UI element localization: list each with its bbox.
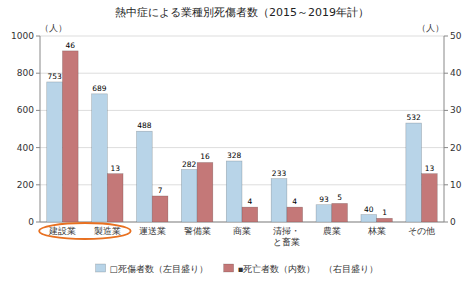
y2-tick-label: 50 (450, 31, 462, 41)
y-tick (36, 110, 40, 111)
data-label: 4 (247, 197, 252, 206)
bar (422, 174, 438, 222)
x-tick-label-line: 清掃・ (273, 226, 300, 236)
y-tick (36, 36, 40, 37)
chart: 熱中症による業種別死傷者数（2015～2019年計）（人）（人）02004006… (0, 0, 474, 291)
data-label: 5 (337, 193, 342, 202)
y2-axis-line (444, 36, 445, 222)
y-tick (36, 147, 40, 148)
data-label: 488 (137, 121, 152, 130)
y-axis-line (40, 36, 41, 222)
bar (406, 123, 422, 222)
y2-tick-label: 40 (450, 68, 462, 78)
data-label: 93 (319, 195, 329, 204)
data-label: 689 (92, 84, 107, 93)
title: 熱中症による業種別死傷者数（2015～2019年計） (115, 6, 369, 19)
bar (181, 170, 197, 222)
data-label: 233 (272, 169, 287, 178)
y-tick (36, 184, 40, 185)
bar (137, 131, 153, 222)
legend-label: ▪死亡者数（内数） （右目盛り） (238, 264, 379, 274)
x-tick-label: 農業 (323, 226, 341, 236)
legend-item: ▪死亡者数（内数） （右目盛り） (224, 264, 379, 274)
legend-item: □死傷者数（左目盛り） (96, 264, 208, 274)
x-tick-label-line: その他 (408, 226, 435, 236)
x-tick-label-line: 農業 (323, 226, 341, 236)
bar (271, 179, 287, 222)
y2-axis-label: （人） (417, 23, 444, 33)
y2-tick (444, 110, 448, 111)
data-label: 4 (292, 197, 297, 206)
y2-tick-label: 10 (450, 180, 462, 190)
x-tick-label-line: と畜業 (273, 237, 300, 247)
data-label: 40 (364, 205, 374, 214)
data-label: 46 (66, 41, 76, 50)
x-tick-label: 製造業 (94, 226, 121, 236)
y-tick-label: 800 (17, 68, 34, 78)
bar (377, 218, 393, 222)
data-label: 13 (425, 164, 435, 173)
x-tick-label-line: 建設業 (48, 226, 76, 236)
data-label: 1 (382, 208, 387, 217)
y-tick-label: 1000 (11, 31, 34, 41)
data-label: 532 (407, 113, 422, 122)
x-tick-label-line: 運送業 (139, 226, 166, 236)
data-label: 753 (47, 72, 62, 81)
data-label: 16 (200, 152, 210, 161)
legend-label: □死傷者数（左目盛り） (110, 264, 208, 274)
data-label: 282 (182, 160, 197, 169)
x-tick-label: 林業 (367, 226, 386, 236)
y2-tick-label: 20 (450, 143, 462, 153)
y2-tick (444, 36, 448, 37)
x-tick-label: 商業 (233, 226, 251, 236)
bar (197, 162, 213, 222)
bar (47, 82, 63, 222)
y-tick-label: 400 (17, 143, 34, 153)
x-tick-label-line: 警備業 (184, 226, 211, 236)
bar (316, 205, 332, 222)
bar (361, 215, 377, 222)
x-tick-label: その他 (408, 226, 435, 236)
legend: □死傷者数（左目盛り） ▪死亡者数（内数） （右目盛り） (96, 264, 379, 274)
bar (92, 94, 108, 222)
y2-tick (444, 184, 448, 185)
data-label: 7 (158, 186, 163, 195)
axes: 0 200 400 600 800 1000 0 10 20 30 40 50 建設業 製造業 運送業 警備業… (11, 31, 462, 247)
legend-swatch (96, 264, 106, 272)
data-label: 13 (110, 164, 120, 173)
highlight-ellipse (39, 223, 131, 239)
y2-tick (444, 147, 448, 148)
bars (47, 51, 438, 222)
y-tick (36, 222, 40, 223)
y2-tick (444, 73, 448, 74)
grid (40, 36, 444, 222)
y-tick-label: 200 (17, 180, 34, 190)
bar (332, 203, 348, 222)
y2-tick-label: 30 (450, 105, 462, 115)
x-tick-label: 警備業 (184, 226, 211, 236)
x-tick-label: 建設業 (48, 226, 76, 236)
legend-swatch (224, 264, 234, 272)
x-tick-label-line: 林業 (367, 226, 386, 236)
x-tick-label: 運送業 (139, 226, 166, 236)
data-label: 328 (227, 151, 242, 160)
bar (62, 51, 78, 222)
bar (226, 161, 242, 222)
bar (107, 174, 123, 222)
y-axis-label: （人） (40, 23, 67, 33)
x-tick-label: 清掃・と畜業 (273, 226, 300, 247)
bar (152, 196, 168, 222)
bar (242, 207, 258, 222)
grid-line (40, 36, 444, 37)
y-tick-label: 600 (17, 105, 34, 115)
y2-tick (444, 222, 448, 223)
y2-tick-label: 0 (450, 217, 456, 227)
x-tick-label-line: 製造業 (94, 226, 121, 236)
y-tick (36, 73, 40, 74)
x-tick-label-line: 商業 (233, 226, 251, 236)
bar (287, 207, 303, 222)
grid-line (40, 73, 444, 74)
y-tick-label: 0 (28, 217, 34, 227)
data-labels: 753 689 488 282 328 233 93 40 532 46 13 7 16 4 4 5 1 13 (47, 41, 434, 217)
